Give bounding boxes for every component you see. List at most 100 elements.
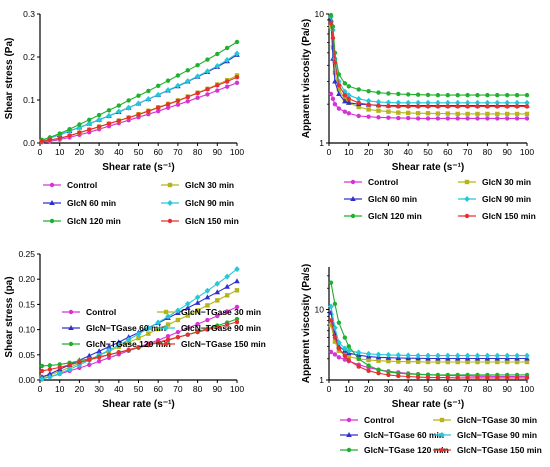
- legend-label: GlcN−TGase 60 min: [364, 430, 444, 440]
- data-point: [505, 116, 510, 121]
- data-point: [39, 368, 45, 374]
- data-point: [205, 57, 210, 62]
- y-tick-label: 0.2: [23, 52, 35, 62]
- data-point: [495, 116, 500, 121]
- data-point: [215, 298, 220, 303]
- data-point: [386, 91, 391, 96]
- y-tick-label: 0.05: [18, 350, 35, 360]
- data-point: [234, 39, 240, 45]
- data-point: [234, 288, 240, 293]
- data-point: [505, 92, 510, 98]
- y-axis-title: Apparent viscosity (Pa/s): [301, 19, 312, 138]
- data-point: [234, 304, 240, 310]
- legend-item: GlcN 30 min: [458, 177, 531, 187]
- data-point: [485, 116, 490, 121]
- data-point: [165, 105, 171, 110]
- data-point: [505, 359, 510, 365]
- data-point: [346, 111, 351, 116]
- data-point: [205, 303, 210, 308]
- x-tick-label: 80: [483, 384, 493, 394]
- y-tick-label: 10: [315, 9, 325, 19]
- data-point: [455, 359, 460, 365]
- data-point: [87, 357, 92, 363]
- data-point: [455, 92, 460, 98]
- data-point: [406, 374, 411, 379]
- data-point: [175, 73, 181, 78]
- legend-item: GlcN 60 min: [344, 194, 417, 204]
- series-6: [39, 75, 240, 144]
- data-point: [47, 137, 53, 143]
- data-point: [136, 335, 141, 341]
- data-point: [485, 375, 490, 381]
- data-point: [455, 375, 460, 381]
- series-6: [328, 318, 530, 381]
- legend-label: GlcN−TGase 120 min: [86, 339, 171, 349]
- legend-item: GlcN−TGase 30 min: [157, 307, 261, 317]
- data-point: [126, 347, 131, 352]
- x-tick-label: 80: [193, 384, 203, 394]
- data-point: [366, 114, 371, 119]
- data-point: [464, 352, 471, 359]
- data-point: [165, 78, 171, 83]
- legend-item: GlcN 30 min: [161, 180, 234, 190]
- data-point: [67, 362, 72, 368]
- data-point: [96, 124, 102, 129]
- series-6: [39, 319, 240, 374]
- data-point: [165, 313, 171, 320]
- y-tick-label: 0.10: [18, 325, 35, 335]
- data-point: [475, 92, 480, 98]
- legend-swatch-marker: [167, 182, 173, 188]
- legend-swatch-marker: [464, 213, 470, 219]
- data-point: [346, 358, 351, 363]
- data-point: [376, 115, 381, 120]
- data-point: [415, 352, 421, 359]
- data-point: [336, 90, 342, 96]
- data-point: [342, 81, 348, 86]
- data-point: [184, 304, 191, 310]
- data-point: [445, 352, 451, 359]
- data-point: [514, 116, 520, 121]
- data-point: [376, 370, 381, 376]
- data-point: [336, 320, 342, 325]
- data-point: [106, 343, 112, 349]
- data-point: [415, 116, 421, 121]
- data-point: [396, 115, 401, 121]
- series-line: [330, 15, 527, 96]
- data-point: [86, 120, 93, 127]
- data-point: [224, 79, 230, 84]
- data-point: [125, 334, 132, 340]
- data-point: [234, 266, 240, 273]
- legend-label: GlcN 120 min: [67, 216, 121, 226]
- data-point: [106, 355, 112, 361]
- data-point: [156, 83, 161, 89]
- data-point: [56, 370, 63, 377]
- data-point: [366, 89, 371, 94]
- series-5: [328, 12, 530, 98]
- data-point: [365, 97, 372, 104]
- data-point: [406, 110, 411, 116]
- legend-swatch-marker: [68, 325, 74, 330]
- y-tick-label: 0.1: [23, 95, 35, 105]
- data-point: [415, 111, 421, 116]
- data-point: [504, 352, 510, 359]
- data-point: [39, 375, 45, 382]
- data-point: [146, 111, 151, 117]
- data-point: [505, 104, 510, 109]
- data-point: [505, 375, 510, 381]
- data-point: [146, 342, 151, 347]
- data-point: [355, 349, 362, 356]
- legend-label: GlcN 60 min: [368, 194, 417, 204]
- legend-item: GlcN 90 min: [161, 198, 234, 208]
- data-point: [445, 111, 450, 116]
- data-point: [336, 83, 342, 88]
- legend-item: Control: [43, 180, 97, 190]
- y-tick-label: 0.00: [18, 375, 35, 385]
- data-point: [106, 347, 112, 354]
- x-axis-title: Shear rate (s⁻¹): [102, 399, 175, 410]
- data-point: [336, 72, 342, 77]
- data-point: [495, 104, 500, 109]
- data-point: [445, 375, 450, 380]
- data-point: [195, 90, 200, 96]
- x-tick-label: 40: [114, 384, 124, 394]
- data-point: [234, 50, 240, 57]
